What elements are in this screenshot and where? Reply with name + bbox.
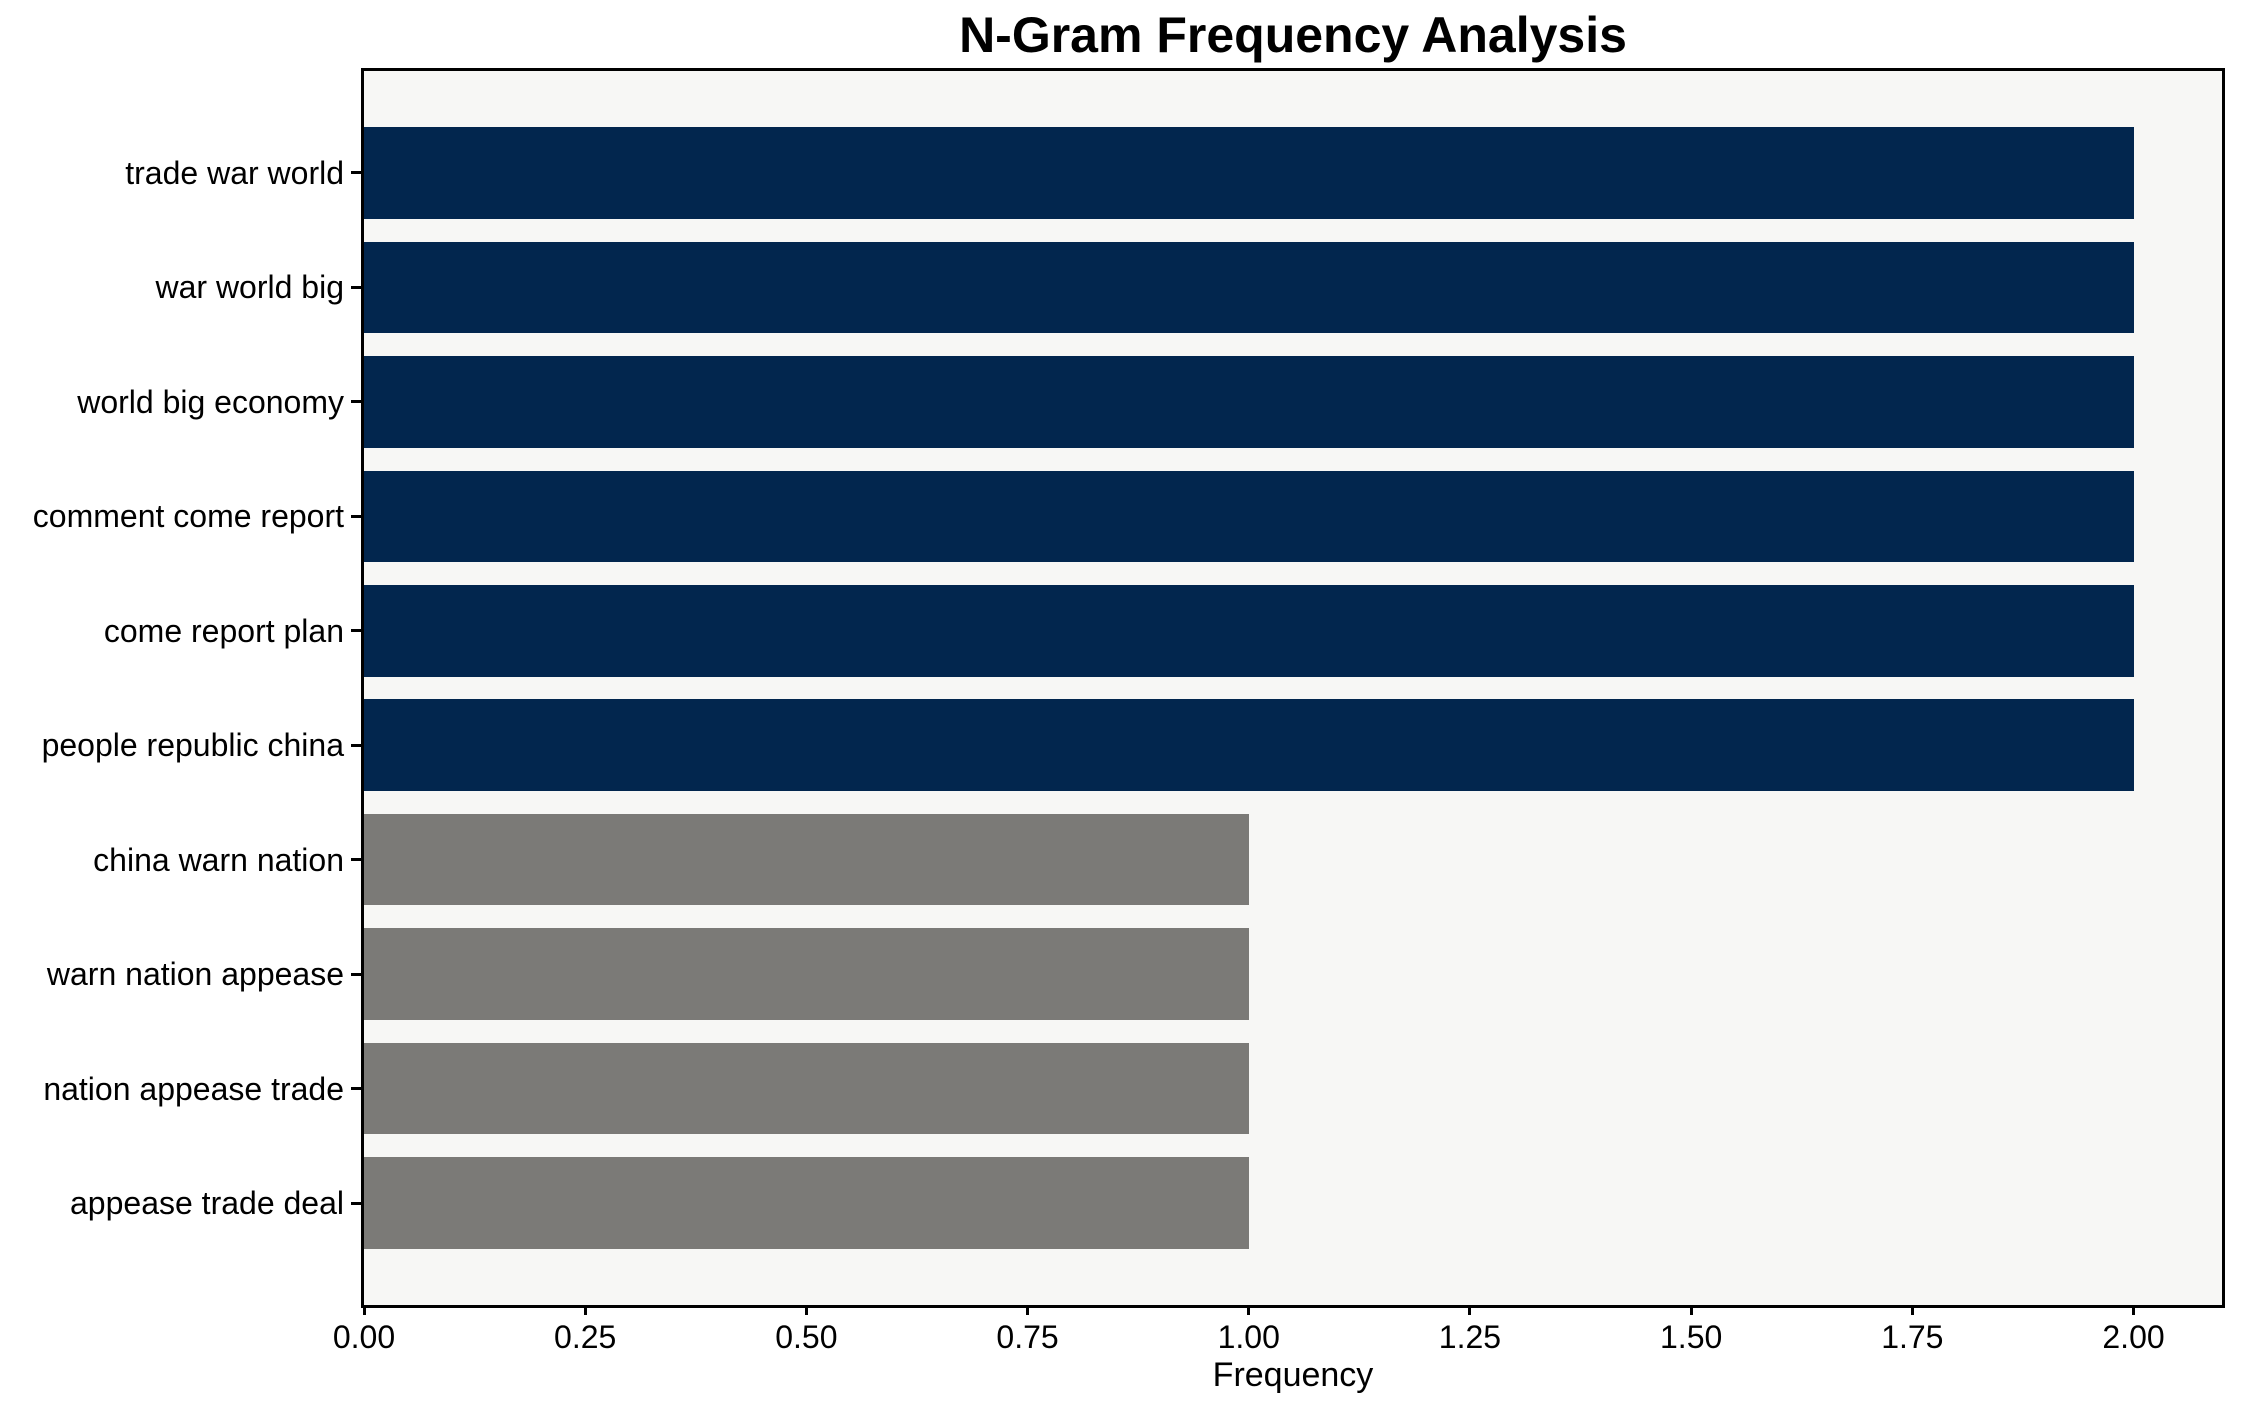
bar [364, 699, 2134, 791]
y-tick-mark [351, 972, 361, 976]
y-tick-mark [351, 743, 361, 747]
bar [364, 241, 2134, 334]
x-tick-mark [362, 1305, 366, 1315]
x-tick-mark [1247, 1305, 1251, 1315]
y-tick-label: nation appease trade [43, 1070, 344, 1107]
x-tick-mark [1910, 1305, 1914, 1315]
x-tick-mark [583, 1305, 587, 1315]
x-tick-label: 0.00 [332, 1319, 396, 1355]
y-tick-label: china warn nation [93, 841, 344, 878]
y-tick-mark [351, 171, 361, 175]
bar [364, 1042, 1249, 1135]
y-tick-mark [351, 285, 361, 289]
x-tick-mark [2132, 1305, 2136, 1315]
bar [364, 813, 1249, 906]
bar [364, 928, 1249, 1020]
x-tick-mark [1468, 1305, 1472, 1315]
y-tick-label: trade war world [125, 154, 344, 191]
y-tick-mark [351, 400, 361, 404]
x-tick-label: 0.50 [775, 1319, 838, 1355]
y-tick-label: appease trade deal [70, 1185, 344, 1222]
x-tick-mark [1026, 1305, 1030, 1315]
y-tick-label: war world big [155, 269, 344, 306]
y-tick-label: world big economy [77, 383, 344, 420]
y-tick-mark [351, 1201, 361, 1205]
plot-area [361, 68, 2225, 1308]
y-tick-label: people republic china [41, 727, 344, 764]
x-tick-label: 0.75 [996, 1319, 1059, 1355]
x-tick-label: 1.00 [1217, 1319, 1280, 1355]
y-tick-mark [351, 1087, 361, 1091]
y-tick-mark [351, 629, 361, 633]
bar [364, 1157, 1249, 1249]
x-tick-label: 0.25 [554, 1319, 617, 1355]
y-tick-mark [351, 858, 361, 862]
y-tick-label: come report plan [103, 612, 344, 649]
y-tick-label: comment come report [32, 498, 344, 535]
bar [364, 584, 2134, 677]
x-tick-mark [804, 1305, 808, 1315]
bar [364, 127, 2134, 219]
chart-title: N-Gram Frequency Analysis [959, 7, 1627, 63]
x-tick-label: 2.00 [2102, 1319, 2165, 1355]
x-tick-mark [1689, 1305, 1693, 1315]
x-tick-label: 1.25 [1438, 1319, 1502, 1355]
x-tick-label: 1.50 [1660, 1319, 1723, 1355]
y-tick-label: warn nation appease [46, 956, 344, 993]
x-tick-label: 1.75 [1881, 1319, 1944, 1355]
x-axis-label: Frequency [1212, 1356, 1374, 1394]
bar [364, 470, 2134, 563]
bar [364, 356, 2134, 448]
y-tick-mark [351, 514, 361, 518]
